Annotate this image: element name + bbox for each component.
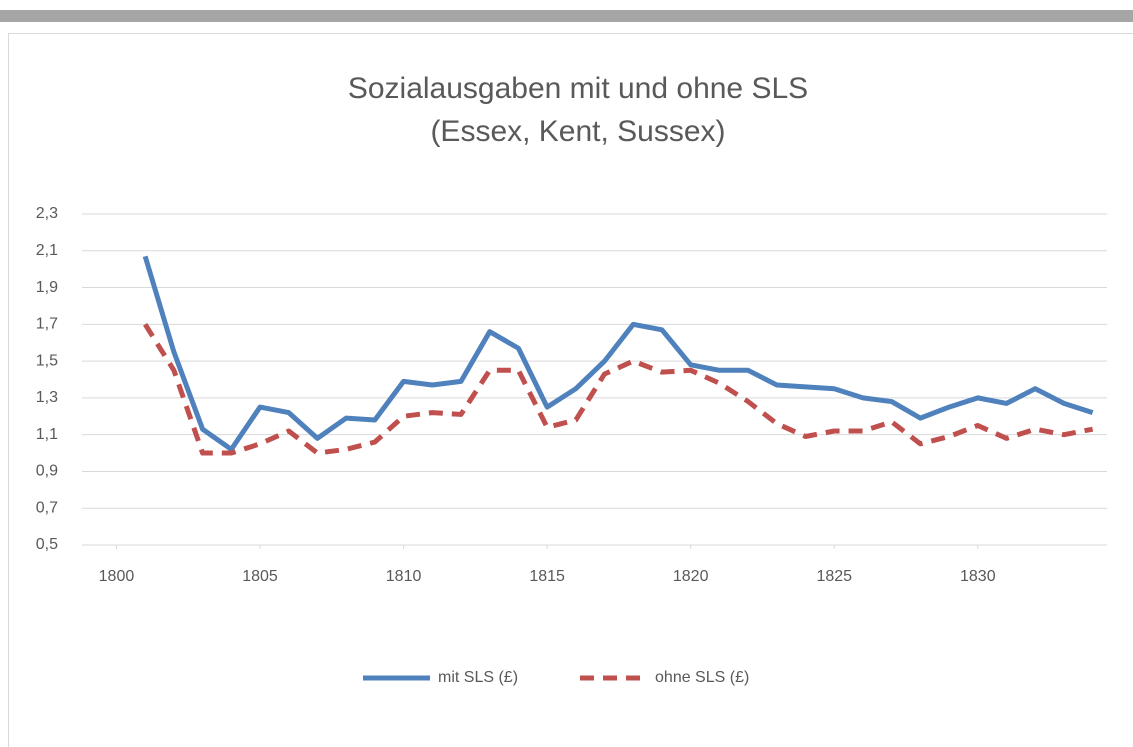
x-tick-label: 1820 [673, 568, 709, 585]
series-line [142, 255, 1094, 452]
chart-title: Sozialausgaben mit und ohne SLS [348, 72, 808, 105]
y-tick-label: 1,1 [36, 426, 58, 443]
x-tick-label: 1830 [960, 568, 996, 585]
y-tick-label: 1,9 [36, 279, 58, 296]
y-tick-label: 1,7 [36, 316, 58, 333]
y-tick-label: 2,3 [36, 205, 58, 222]
x-tick-label: 1800 [99, 568, 135, 585]
series-line [143, 323, 1094, 456]
y-tick-label: 1,5 [36, 352, 58, 369]
x-tick-label: 1815 [529, 568, 565, 585]
x-tick-label: 1805 [242, 568, 278, 585]
y-tick-label: 1,3 [36, 389, 58, 406]
legend-label: ohne SLS (£) [655, 669, 749, 686]
y-tick-label: 0,9 [36, 463, 58, 480]
y-tick-label: 0,5 [36, 536, 58, 553]
y-tick-label: 2,1 [36, 242, 58, 259]
top-bar [0, 10, 1133, 22]
x-tick-label: 1825 [816, 568, 852, 585]
y-tick-label: 0,7 [36, 499, 58, 516]
x-tick-label: 1810 [386, 568, 422, 585]
legend-label: mit SLS (£) [438, 669, 518, 686]
chart-subtitle: (Essex, Kent, Sussex) [430, 115, 725, 148]
